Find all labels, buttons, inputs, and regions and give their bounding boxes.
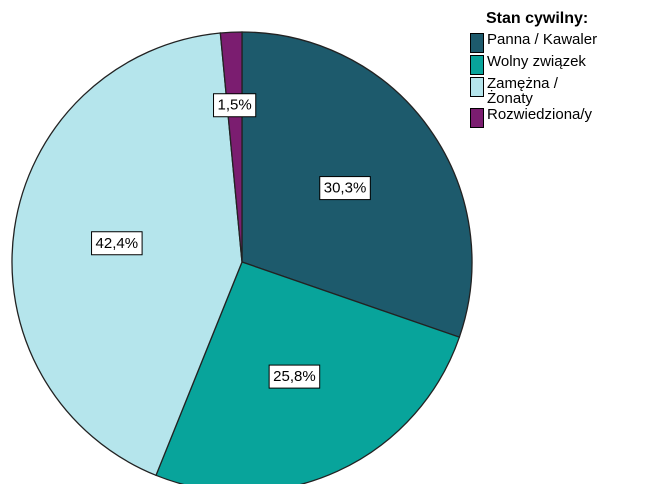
legend-swatch (470, 77, 484, 97)
data-label: 25,8% (268, 364, 321, 389)
legend-swatch (470, 108, 484, 128)
legend-swatch (470, 33, 484, 53)
legend-title: Stan cywilny: (486, 10, 589, 27)
legend-label: Zamężna / Żonaty (487, 75, 558, 107)
legend-swatch (470, 55, 484, 75)
data-label: 1,5% (213, 93, 257, 118)
legend-label: Wolny związek (487, 53, 586, 70)
legend: Stan cywilny: Panna / Kawaler Wolny związ… (470, 10, 650, 129)
legend-item: Zamężna / Żonaty (470, 76, 650, 106)
data-label: 30,3% (319, 176, 371, 201)
legend-item: Rozwiedziona/y (470, 107, 650, 128)
data-label-text: 1,5% (218, 97, 252, 114)
label-box (319, 176, 371, 201)
legend-item: Wolny związek (470, 54, 650, 75)
label-box (213, 93, 257, 118)
label-box (268, 364, 321, 389)
data-label-text: 30,3% (324, 180, 367, 197)
pie-slice (219, 31, 243, 263)
legend-label: Panna / Kawaler (487, 31, 598, 48)
data-label: 42,4% (91, 231, 143, 256)
data-label-text: 25,8% (273, 368, 316, 385)
legend-item: Panna / Kawaler (470, 32, 650, 53)
data-label-text: 42,4% (96, 235, 139, 252)
label-box (91, 231, 143, 256)
legend-label: Rozwiedziona/y (487, 106, 593, 123)
